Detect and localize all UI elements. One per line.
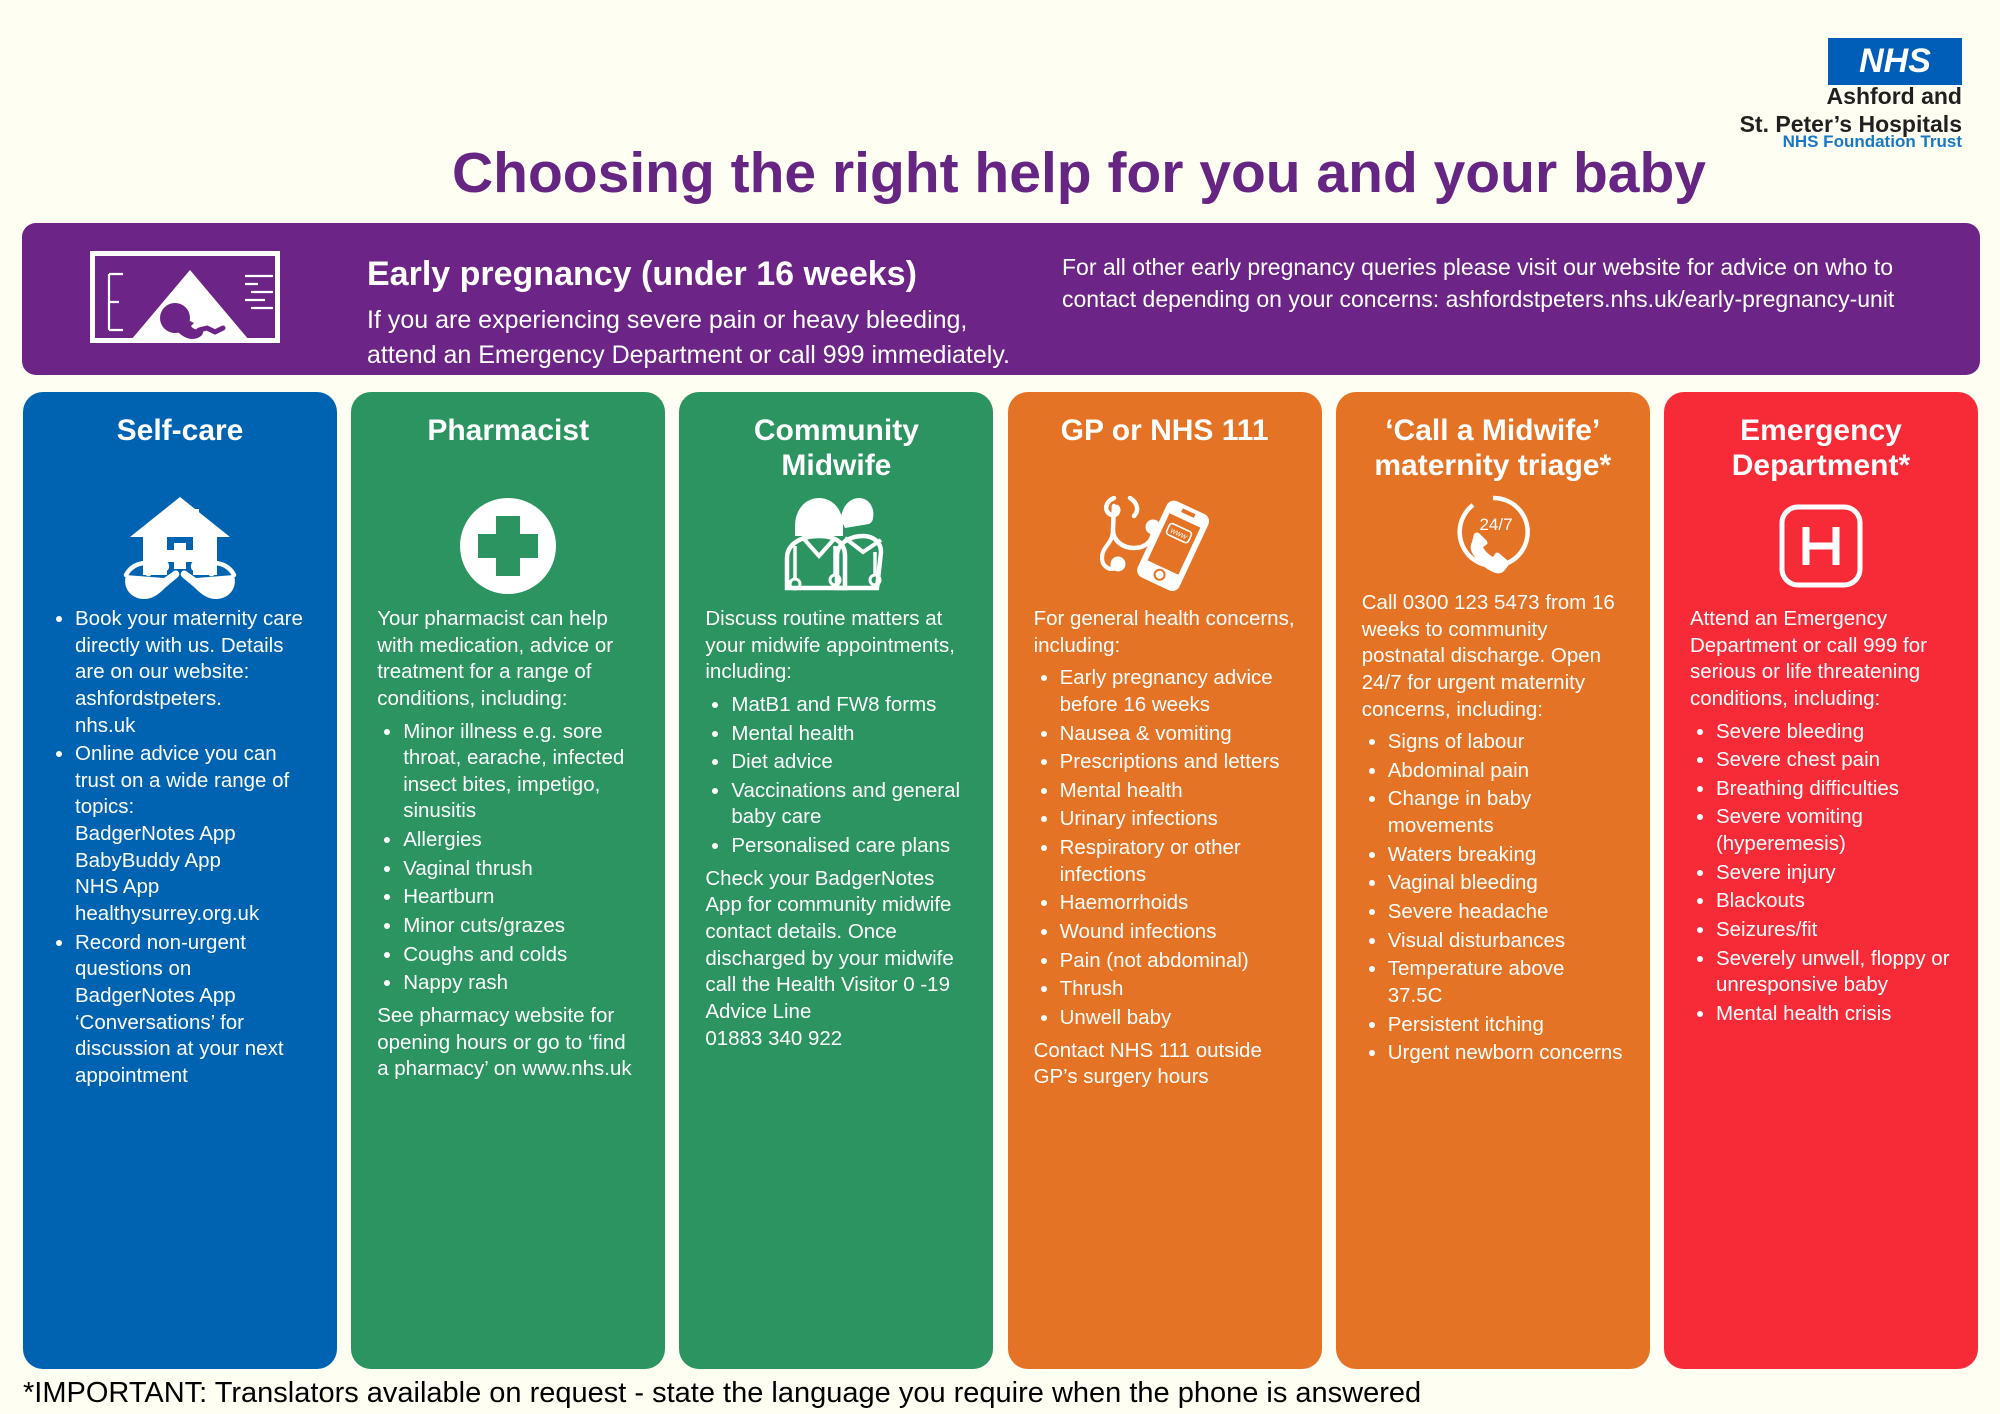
svg-text:24/7: 24/7 xyxy=(1479,515,1512,534)
